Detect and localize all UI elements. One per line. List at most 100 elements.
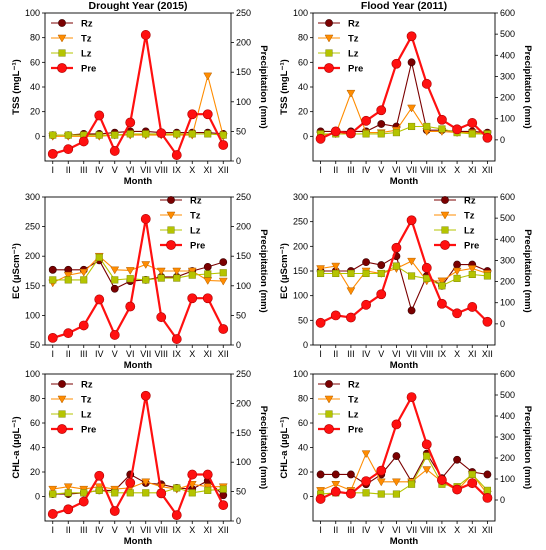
legend: Rz Tz Lz Pre (434, 196, 479, 252)
data-point-lz (362, 489, 370, 497)
panel-tss-flood: Flood Year (2011) 0 20 40 60 80 100 0 100 200 300 4… (279, 0, 533, 187)
series-pre (47, 30, 229, 160)
x-tick-label: IV (362, 165, 371, 175)
x-tick-label: VII (140, 349, 151, 359)
x-tick-label: XII (218, 165, 229, 175)
data-point-tz (110, 266, 120, 275)
data-point-lz (377, 130, 385, 138)
x-tick-label: XI (468, 165, 477, 175)
data-point-lz (173, 484, 181, 492)
series-pre (315, 31, 493, 144)
data-point-pre (482, 316, 493, 327)
data-point-pre (94, 470, 105, 481)
data-point-tz (391, 478, 401, 487)
data-point-pre (156, 312, 167, 323)
legend-label: Rz (190, 196, 202, 207)
data-point-pre (171, 334, 182, 344)
x-tick-label: VIII (154, 349, 168, 359)
data-point-lz (332, 269, 340, 278)
data-point-rz (392, 452, 401, 460)
data-point-lz (468, 270, 476, 279)
data-point-pre (47, 509, 58, 519)
data-point-pre (140, 30, 151, 40)
series-lz (317, 452, 491, 498)
y2-tick-label: 250 (236, 192, 251, 202)
data-point-pre (78, 136, 89, 147)
series-lz (49, 484, 227, 498)
data-point-tz (63, 271, 73, 280)
legend: Rz Tz Lz Pre (51, 380, 96, 436)
legend-label: Tz (81, 34, 92, 45)
y2-tick-label: 100 (500, 114, 515, 124)
y-tick-label: 50 (298, 315, 308, 325)
y2-tick-label: 150 (236, 67, 251, 77)
x-tick-label: V (378, 165, 384, 175)
x-tick-label: IX (438, 165, 447, 175)
legend-label: Tz (190, 211, 201, 222)
data-point-pre (330, 310, 341, 321)
legend-marker-tz (57, 34, 67, 43)
x-tick-label: XII (482, 349, 493, 359)
data-point-pre (406, 392, 417, 402)
x-tick-label: I (319, 165, 322, 175)
legend-label: Pre (348, 64, 363, 75)
y2-tick-label: 600 (500, 8, 515, 18)
legend-label: Rz (348, 19, 360, 30)
data-point-lz (483, 486, 491, 494)
data-point-lz (95, 131, 103, 139)
y-tick-label: 40 (30, 443, 40, 453)
y2-tick-label: 400 (500, 411, 515, 421)
legend-label: Tz (464, 211, 475, 222)
x-tick-label: II (333, 349, 338, 359)
chart-title: Flood Year (2011) (361, 0, 447, 12)
legend: Rz Tz Lz Pre (318, 380, 363, 436)
data-point-lz (142, 276, 150, 284)
data-point-lz (362, 130, 370, 138)
x-tick-label: I (51, 165, 54, 175)
x-tick-label: XI (203, 525, 212, 535)
y-tick-label: 80 (298, 394, 308, 404)
data-point-tz (125, 267, 135, 275)
series-line-lz (52, 487, 224, 495)
series-line-rz (320, 452, 488, 485)
x-tick-label: V (112, 165, 118, 175)
x-tick-label: VII (140, 165, 151, 175)
series-lz (49, 253, 227, 284)
data-point-pre (330, 126, 341, 137)
data-point-pre (315, 317, 326, 328)
x-tick-label: V (112, 525, 118, 535)
y-tick-label: 60 (298, 57, 308, 67)
x-tick-label: IV (95, 165, 104, 175)
x-tick-label: X (189, 165, 195, 175)
legend-label: Lz (81, 49, 92, 60)
y-axis-label: TSS (mgL⁻¹) (11, 59, 22, 115)
x-tick-label: XI (203, 349, 212, 359)
legend-label: Rz (348, 380, 360, 391)
y-tick-label: 0 (303, 340, 308, 350)
data-point-pre (109, 146, 120, 156)
x-tick-label: XII (218, 349, 229, 359)
data-point-tz (203, 72, 213, 81)
data-point-tz (218, 277, 228, 286)
data-point-lz (438, 125, 446, 133)
data-point-pre (391, 58, 402, 69)
data-point-lz (377, 269, 385, 278)
series-lz (317, 262, 491, 290)
legend-label: Rz (464, 196, 476, 207)
y-tick-label: 250 (293, 217, 308, 227)
data-point-rz (407, 58, 416, 67)
data-point-lz (188, 271, 196, 279)
data-point-pre (47, 332, 58, 343)
x-axis-label: Month (124, 176, 153, 187)
data-point-pre (156, 488, 167, 499)
x-tick-label: IX (172, 525, 181, 535)
data-point-pre (391, 242, 402, 253)
data-point-lz (219, 131, 227, 139)
data-point-pre (63, 144, 74, 155)
y2-tick-label: 400 (500, 50, 515, 60)
legend-marker-lz (58, 49, 66, 57)
legend: Rz Tz Lz Pre (160, 196, 205, 252)
data-point-tz (407, 257, 417, 266)
x-tick-label: VI (392, 525, 401, 535)
y2-tick-label: 150 (236, 428, 251, 438)
